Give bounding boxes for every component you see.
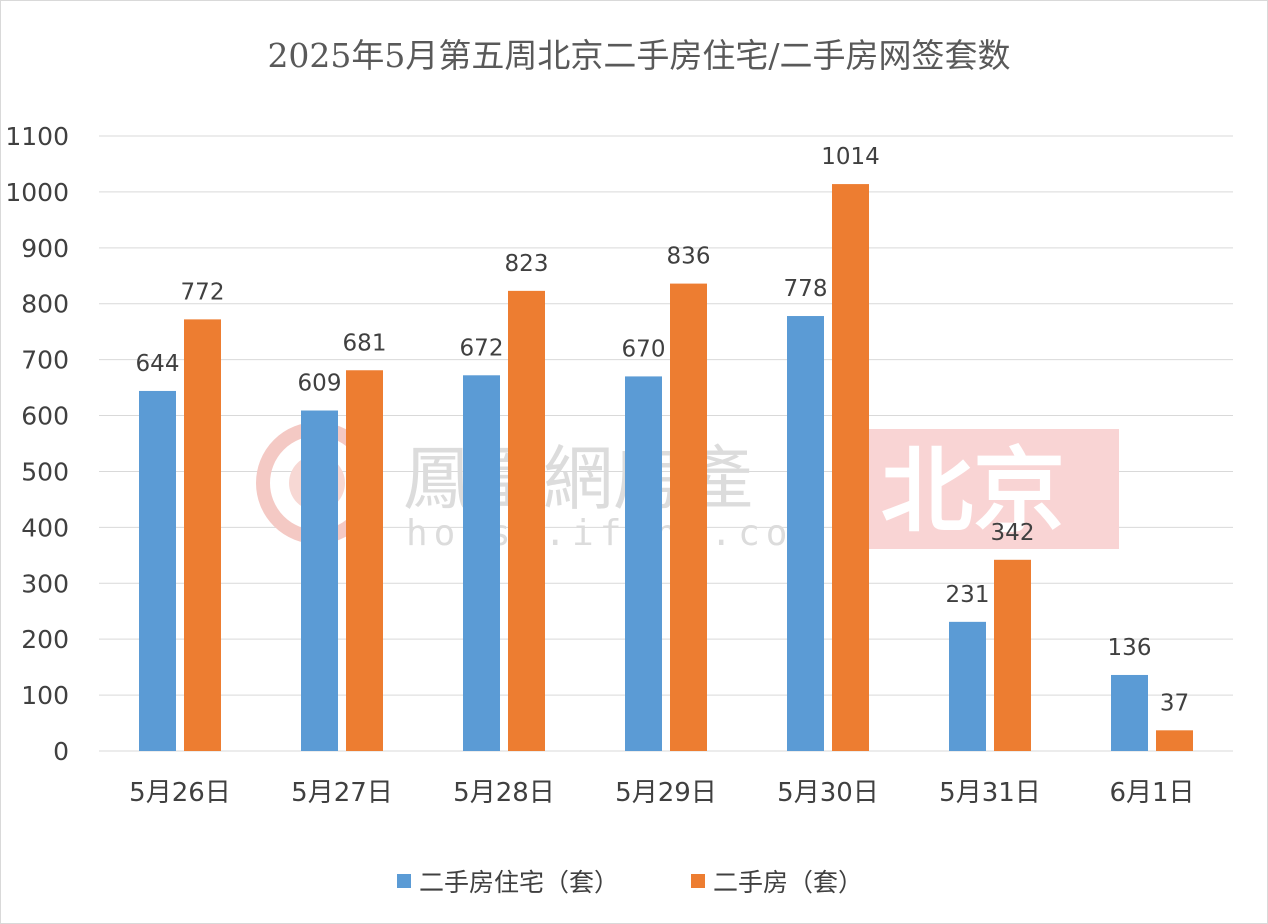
y-tick-label: 0 <box>53 737 69 766</box>
y-tick-label: 200 <box>21 625 69 654</box>
y-tick-label: 600 <box>21 402 69 431</box>
data-label: 644 <box>136 351 180 377</box>
y-tick-label: 1000 <box>5 178 69 207</box>
x-tick-label: 5月26日 <box>129 778 231 808</box>
data-label: 37 <box>1160 690 1189 716</box>
y-tick-label: 800 <box>21 290 69 319</box>
bar-series-1 <box>1111 674 1148 751</box>
bar-series-2 <box>184 319 221 751</box>
data-label: 681 <box>343 330 387 356</box>
bar-series-2 <box>832 184 869 752</box>
data-label: 342 <box>991 520 1035 546</box>
bars <box>139 184 1193 752</box>
bar-series-2 <box>508 290 545 751</box>
data-label: 670 <box>622 336 666 362</box>
bar-series-1 <box>787 316 824 751</box>
y-tick-label: 700 <box>21 346 69 375</box>
y-axis-labels: 0 100 200 300 400 500 600 700 800 900 1000 1100 <box>5 122 69 766</box>
y-tick-label: 900 <box>21 234 69 263</box>
x-tick-label: 5月31日 <box>939 778 1041 808</box>
legend-label-series-2: 二手房（套） <box>713 868 863 897</box>
x-tick-label: 5月28日 <box>453 778 555 808</box>
gridlines <box>99 135 1233 752</box>
bar-series-1 <box>949 621 986 751</box>
legend-label-series-1: 二手房住宅（套） <box>419 868 619 897</box>
data-label: 609 <box>298 371 342 397</box>
watermark-city-box <box>867 429 1119 549</box>
bar-series-2 <box>994 559 1031 751</box>
data-label: 836 <box>667 244 711 270</box>
bar-series-2 <box>670 283 707 751</box>
x-tick-label: 6月1日 <box>1109 778 1194 808</box>
data-label: 231 <box>946 582 990 608</box>
legend-swatch-series-2 <box>691 874 705 888</box>
bar-series-1 <box>463 375 500 751</box>
bar-series-2 <box>346 370 383 751</box>
chart-title: 2025年5月第五周北京二手房住宅/二手房网签套数 <box>267 36 1010 75</box>
legend: 二手房住宅（套） 二手房（套） <box>397 868 863 897</box>
x-axis-labels: 5月26日 5月27日 5月28日 5月29日 5月30日 5月31日 6月1日 <box>129 778 1194 808</box>
bar-series-1 <box>625 376 662 751</box>
data-label: 823 <box>505 251 549 277</box>
y-tick-label: 1100 <box>5 122 69 151</box>
bar-series-1 <box>301 410 338 751</box>
x-tick-label: 5月30日 <box>777 778 879 808</box>
x-tick-label: 5月27日 <box>291 778 393 808</box>
legend-swatch-series-1 <box>397 874 411 888</box>
data-label: 672 <box>460 335 504 361</box>
data-label: 1014 <box>821 144 880 170</box>
y-tick-label: 300 <box>21 569 69 598</box>
y-tick-label: 500 <box>21 457 69 486</box>
data-label: 778 <box>784 276 828 302</box>
data-label: 772 <box>181 279 225 305</box>
data-label: 136 <box>1108 635 1152 661</box>
bar-series-2 <box>1156 730 1193 751</box>
x-tick-label: 5月29日 <box>615 778 717 808</box>
y-tick-label: 100 <box>21 681 69 710</box>
y-tick-label: 400 <box>21 513 69 542</box>
bar-series-1 <box>139 390 176 751</box>
watermark-city: 北京 <box>881 437 1065 545</box>
